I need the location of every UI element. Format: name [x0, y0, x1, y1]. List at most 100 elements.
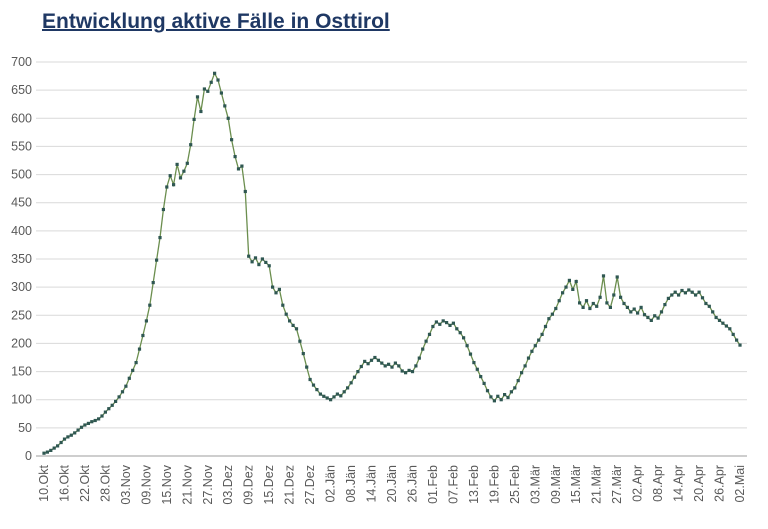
data-point-marker	[195, 95, 200, 99]
data-point-marker	[291, 323, 295, 327]
data-point-marker	[240, 164, 244, 168]
data-point-marker	[271, 285, 275, 289]
x-axis-tick-label: 21.Nov	[180, 464, 194, 504]
data-point-marker	[247, 254, 251, 258]
data-point-marker	[281, 303, 285, 307]
data-point-marker	[79, 425, 84, 429]
data-point-marker	[97, 417, 101, 421]
data-point-marker	[284, 312, 288, 316]
data-point-marker	[438, 322, 442, 326]
x-axis-tick-label: 25.Feb	[508, 465, 522, 504]
data-point-marker	[308, 377, 312, 382]
data-point-marker	[404, 371, 408, 375]
x-axis-tick-label: 27.Mär	[610, 465, 624, 504]
data-point-marker	[622, 301, 626, 306]
data-point-marker	[342, 390, 346, 394]
data-point-marker	[397, 364, 401, 368]
data-point-marker	[571, 287, 575, 291]
data-point-marker	[213, 71, 217, 75]
data-point-marker	[257, 263, 261, 267]
data-point-marker	[520, 371, 524, 375]
data-point-marker	[673, 290, 677, 294]
y-axis-tick-label: 0	[25, 449, 32, 463]
data-point-marker	[625, 305, 629, 309]
data-point-marker	[414, 364, 418, 368]
x-axis-tick-label: 03.Dez	[221, 465, 235, 505]
data-point-marker	[547, 317, 551, 321]
x-axis-tick-label: 02.Mai	[733, 465, 747, 503]
data-point-marker	[656, 316, 660, 320]
data-point-marker	[451, 321, 455, 325]
data-point-marker	[373, 355, 377, 360]
data-point-marker	[114, 399, 118, 403]
data-point-marker	[69, 433, 73, 437]
data-point-marker	[653, 314, 657, 318]
data-point-marker	[172, 183, 176, 187]
data-point-marker	[83, 423, 87, 427]
data-point-marker	[277, 287, 281, 291]
data-point-marker	[206, 89, 210, 93]
data-point-marker	[687, 288, 691, 292]
data-point-marker	[329, 398, 333, 402]
data-point-marker	[421, 347, 425, 351]
line-chart: 0 50 100 150 200 250 300 350 400 450 500 550 600 650 7…	[11, 55, 747, 505]
data-point-marker	[608, 305, 612, 309]
data-point-marker	[704, 301, 708, 306]
data-point-marker	[335, 392, 339, 396]
data-point-marker	[738, 343, 742, 347]
data-point-marker	[509, 390, 513, 394]
data-point-marker	[506, 395, 510, 400]
data-point-marker	[540, 332, 544, 336]
data-point-marker	[288, 319, 292, 323]
y-axis-tick-label: 400	[11, 224, 32, 238]
data-point-marker	[441, 319, 445, 323]
y-axis-tick-label: 600	[11, 111, 32, 125]
data-point-marker	[315, 388, 319, 392]
data-point-marker	[230, 138, 234, 142]
y-axis-tick-label: 50	[18, 421, 32, 435]
x-axis-tick-label: 02.Jän	[324, 465, 338, 503]
data-point-marker	[66, 435, 70, 439]
data-point-marker	[168, 174, 172, 178]
data-point-marker	[465, 344, 469, 348]
x-axis-tick-label: 26.Jän	[405, 465, 419, 503]
data-point-marker	[427, 332, 432, 336]
data-point-marker	[110, 403, 114, 407]
data-point-marker	[417, 356, 421, 360]
x-axis-tick-label: 08.Apr	[651, 465, 665, 502]
data-point-marker	[632, 307, 636, 311]
data-point-marker	[192, 117, 196, 121]
data-point-marker	[223, 104, 227, 108]
data-point-marker	[117, 395, 121, 399]
data-point-marker	[526, 356, 531, 360]
data-point-marker	[131, 368, 135, 372]
data-point-marker	[298, 339, 302, 343]
data-point-marker	[584, 299, 589, 303]
data-point-marker	[73, 431, 77, 435]
x-axis-tick-label: 14.Jän	[365, 465, 379, 503]
data-point-marker	[366, 362, 370, 366]
data-point-marker	[485, 389, 490, 393]
data-point-marker	[629, 310, 633, 314]
y-axis-tick-label: 500	[11, 168, 32, 182]
data-point-marker	[339, 394, 343, 398]
data-point-marker	[489, 395, 493, 399]
data-point-marker	[62, 437, 67, 441]
data-point-marker	[209, 80, 213, 84]
data-point-marker	[707, 304, 711, 308]
data-point-marker	[318, 392, 322, 396]
data-point-marker	[557, 299, 561, 303]
data-point-marker	[550, 312, 554, 316]
data-point-marker	[697, 290, 701, 294]
data-point-marker	[475, 367, 479, 371]
data-point-marker	[523, 364, 527, 368]
data-point-marker	[588, 306, 592, 311]
data-point-marker	[56, 444, 60, 448]
data-point-marker	[479, 375, 483, 379]
data-point-marker	[59, 440, 63, 445]
data-point-marker	[137, 347, 142, 351]
data-point-marker	[148, 303, 152, 307]
data-point-marker	[219, 91, 223, 95]
data-point-marker	[86, 421, 90, 425]
data-point-marker	[513, 386, 517, 390]
